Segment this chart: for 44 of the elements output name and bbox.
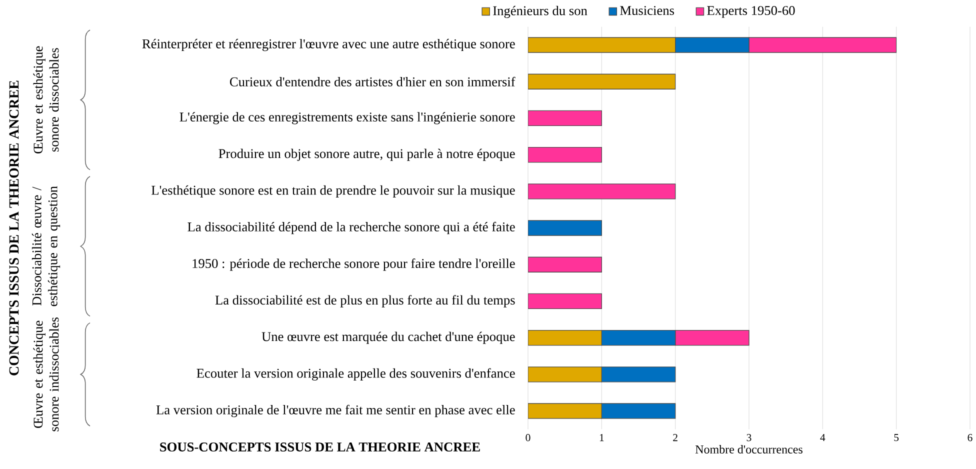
x-tick-label: 4 [820,434,826,442]
y-tick-label: Curieux d'entendre des artistes d'hier en son immersif [230,76,516,86]
y-tick-label: La version originale de l'œuvre me fait me sentir en phase avec elle [156,404,515,418]
bar [528,293,602,310]
bar [601,330,676,346]
text: Dissociabilité œuvre / esthétique en question [32,186,60,306]
legend-label: Ingénieurs du son [493,6,588,18]
bar [674,37,750,53]
bar [601,403,676,419]
text: SOUS-CONCEPTS ISSUS DE LA THEORIE ANCREE [160,442,480,452]
text: Œuvre et esthétique sonore indissociables [33,317,59,432]
x-tick-label: 3 [746,434,752,442]
bar [528,330,602,346]
x-tick-label: 1 [600,434,604,442]
bar [528,37,676,53]
y-tick-label: La dissociabilité est de plus en plus forte au fil du temps [215,295,515,308]
bar [528,256,602,272]
x-tick-label: 2 [673,434,678,442]
y-tick-label: Produire un objet sonore autre, qui parle à notre époque [218,148,515,161]
x-axis-title: Nombre d'occurrences [695,445,802,454]
bar [528,74,676,90]
legend-label: Experts 1950-60 [707,6,795,18]
y-tick-label: L'esthétique sonore est en train de prendre le pouvoir sur la musique [152,185,515,198]
y-tick-label: L'énergie de ces enregistrements existe sans l'ingénierie sonore [180,112,515,124]
y-tick-label: Ecouter la version originale appelle des souvenirs d'enfance [196,368,515,381]
bar [601,366,676,382]
y-tick-label: Réinterpréter et réenregistrer l'œuvre avec une autre esthétique sonore [142,38,515,52]
x-tick-label: 5 [894,434,899,442]
y-tick-label: 1950 : période de recherche sonore pour faire tendre l'oreille [192,258,515,271]
y-tick-label: La dissociabilité dépend de la recherche sonore qui a été faite [188,222,515,234]
text: CONCEPTS ISSUS DE LA THEORIE ANCREE [9,80,19,376]
x-tick-label: 6 [968,434,972,442]
bar [528,184,676,200]
x-tick-label: 0 [526,434,530,442]
bar [528,220,602,236]
legend-label: Musiciens [620,6,674,16]
bar [528,403,602,419]
bar [528,110,602,126]
text: Œuvre et esthétique sonore dissociables [33,46,59,154]
bar [528,146,602,163]
bar [674,330,750,346]
y-tick-label: Une œuvre est marquée du cachet d'une époque [262,332,515,344]
bar [748,37,897,53]
bar [528,366,602,382]
